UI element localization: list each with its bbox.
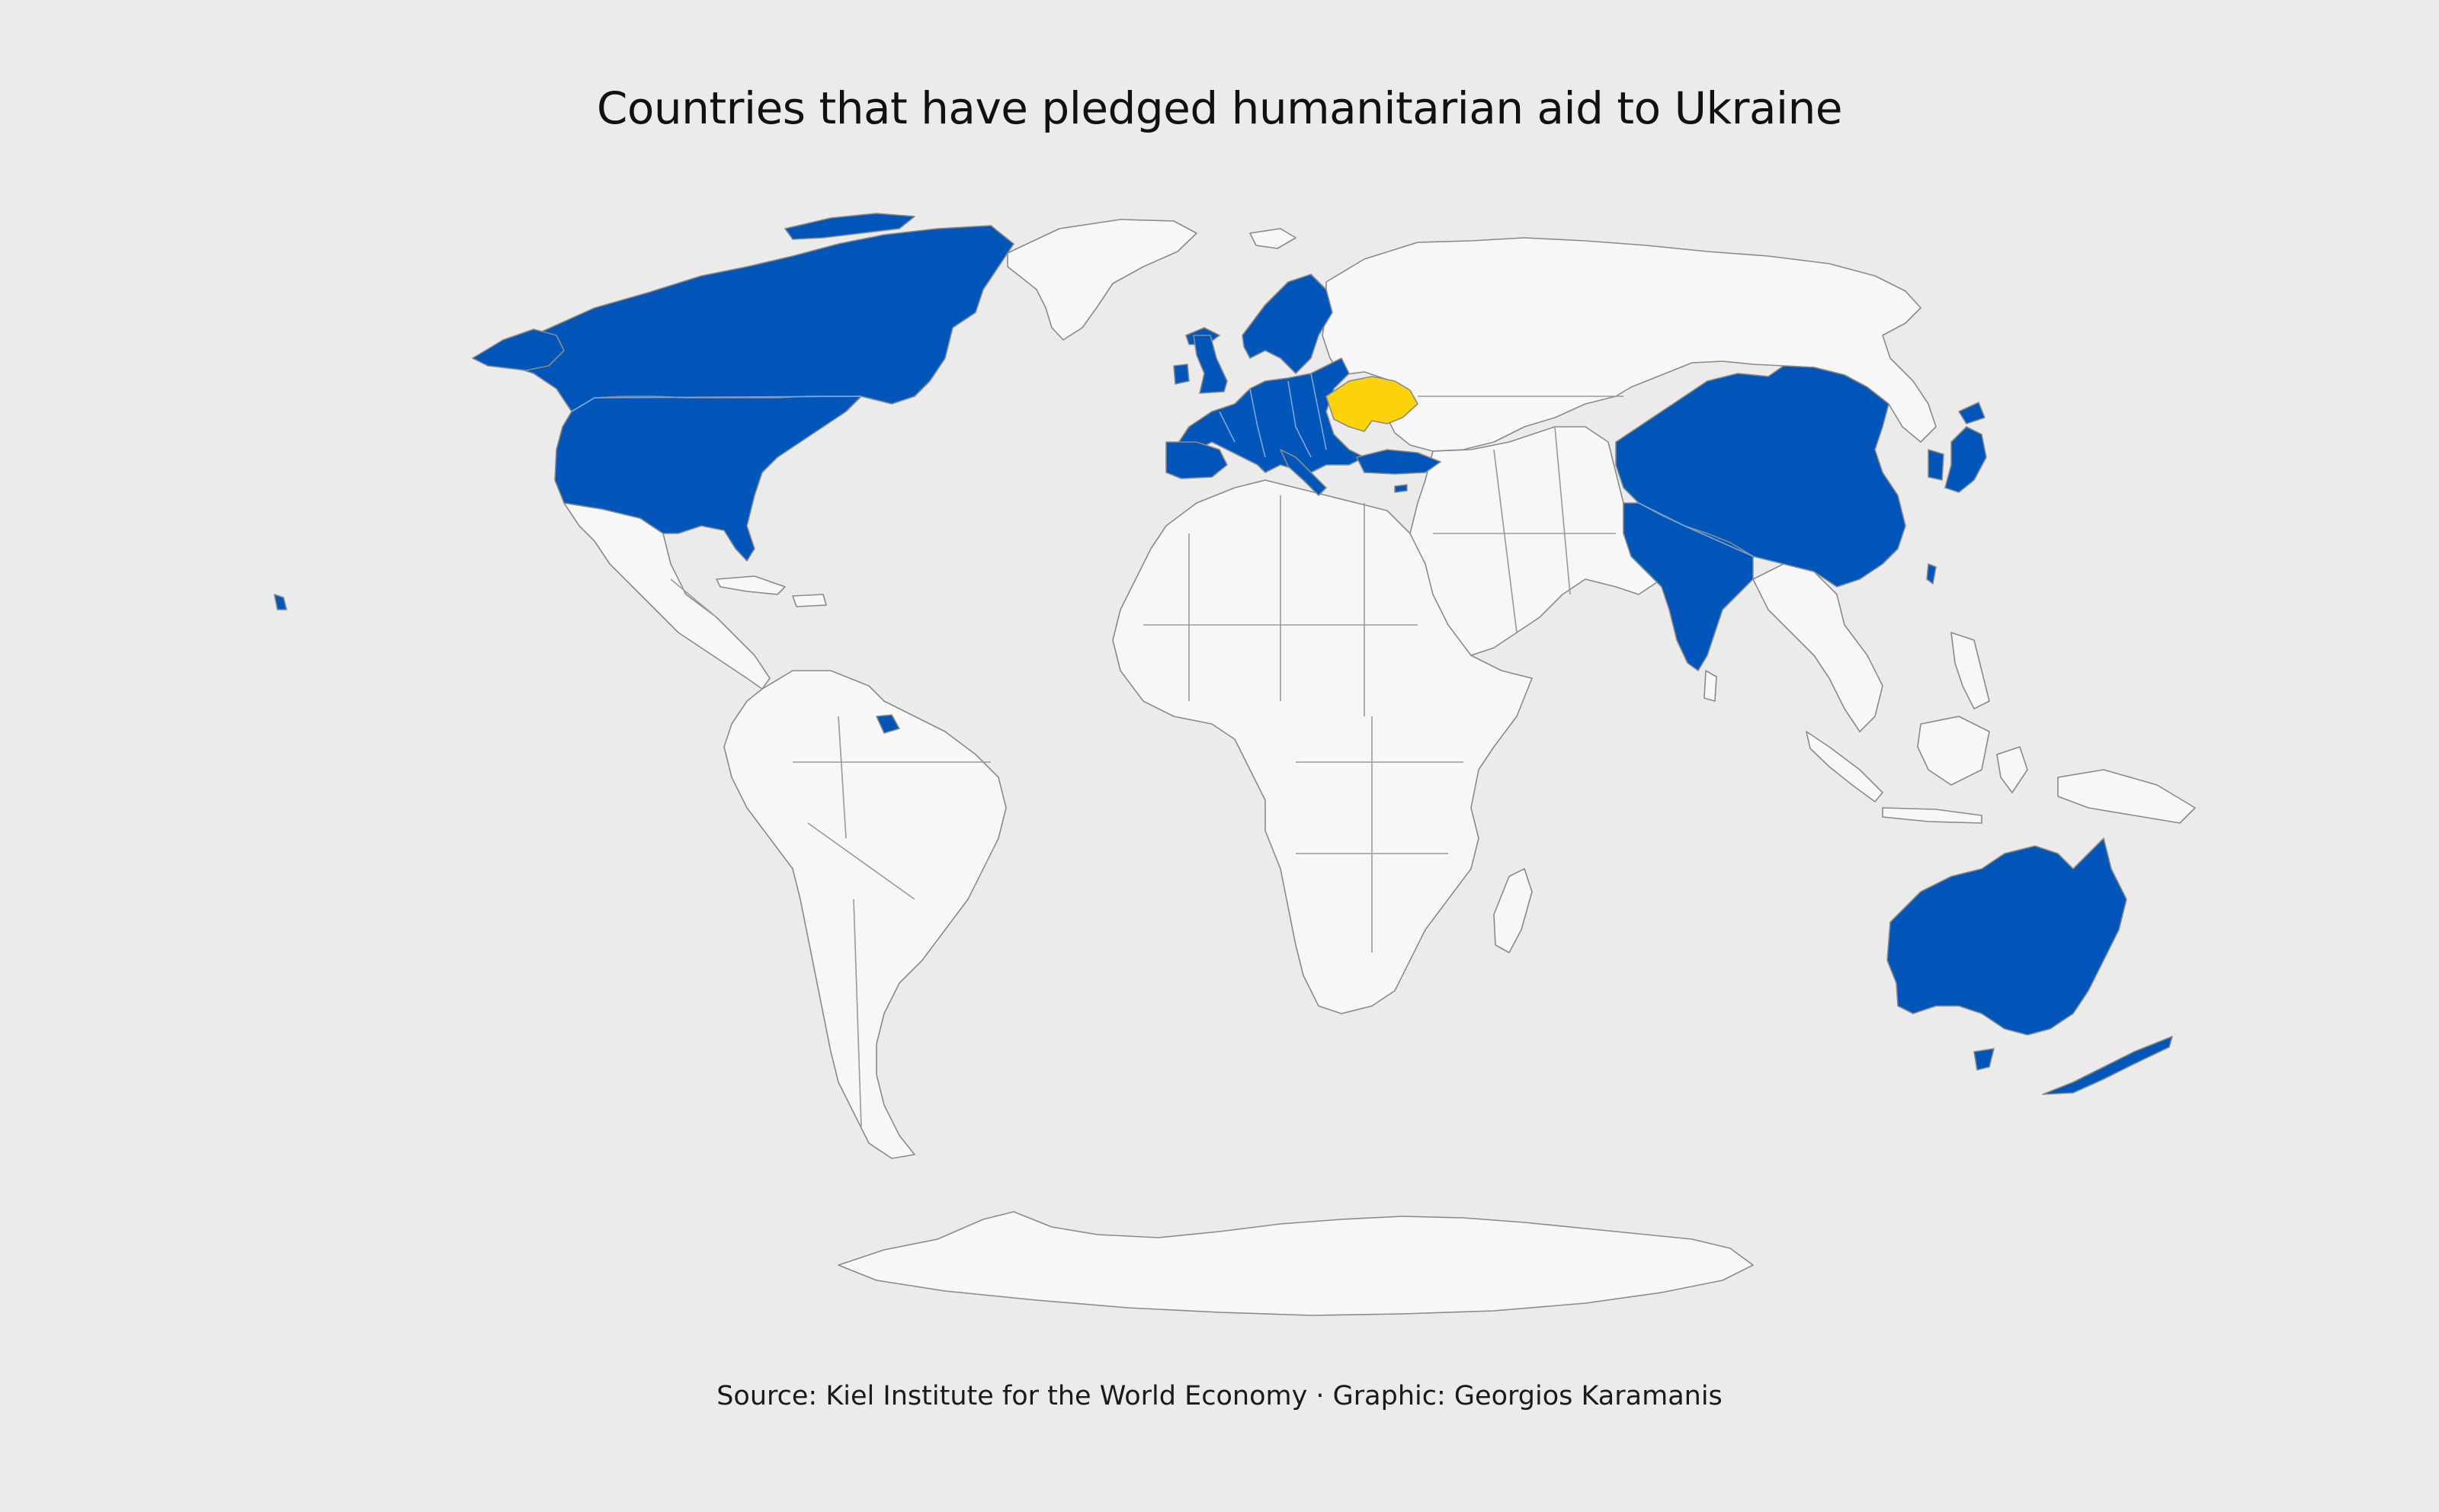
- greenland: [1007, 219, 1197, 341]
- map-title: Countries that have pledged humanitarian…: [596, 82, 1843, 134]
- japan: [1944, 426, 1987, 493]
- pledged-countries: [274, 213, 2173, 1095]
- neutral-countries: [563, 219, 2196, 1316]
- new-zealand: [2042, 1036, 2173, 1095]
- australia: [1886, 838, 2127, 1036]
- madagascar: [1493, 868, 1533, 953]
- hawaii: [274, 594, 287, 610]
- canada-arctic-islands: [784, 213, 915, 240]
- cyprus: [1394, 484, 1408, 493]
- iberia: [1165, 441, 1228, 479]
- south-america: [723, 670, 1007, 1159]
- sri-lanka: [1703, 670, 1717, 702]
- united-states: [554, 396, 862, 562]
- ukraine: [1325, 376, 1418, 432]
- scandinavia: [1242, 274, 1333, 374]
- antarctica: [838, 1211, 1754, 1316]
- taiwan: [1926, 563, 1937, 585]
- tasmania: [1973, 1048, 1995, 1071]
- java: [1882, 807, 1982, 824]
- japan-hokkaido: [1958, 402, 1985, 424]
- cuba: [716, 575, 786, 595]
- southeast-asia: [1752, 563, 1883, 732]
- sumatra: [1806, 731, 1883, 802]
- borneo: [1917, 716, 1990, 786]
- alaska: [472, 328, 565, 371]
- philippines: [1950, 632, 1990, 710]
- africa: [1112, 479, 1533, 1014]
- hispaniola: [792, 594, 827, 607]
- south-korea: [1928, 449, 1944, 481]
- map-caption: Source: Kiel Institute for the World Eco…: [716, 1381, 1723, 1411]
- svalbard: [1249, 228, 1296, 249]
- ireland: [1173, 364, 1190, 385]
- french-guiana: [876, 714, 900, 734]
- italy: [1280, 449, 1327, 496]
- turkey: [1356, 449, 1441, 475]
- india: [1623, 502, 1754, 671]
- united-kingdom: [1193, 335, 1228, 394]
- new-guinea: [2057, 769, 2196, 824]
- sulawesi: [1996, 746, 2028, 793]
- continental-europe: [1165, 357, 1365, 473]
- canada: [487, 225, 1014, 412]
- country-borders: [571, 373, 1754, 1129]
